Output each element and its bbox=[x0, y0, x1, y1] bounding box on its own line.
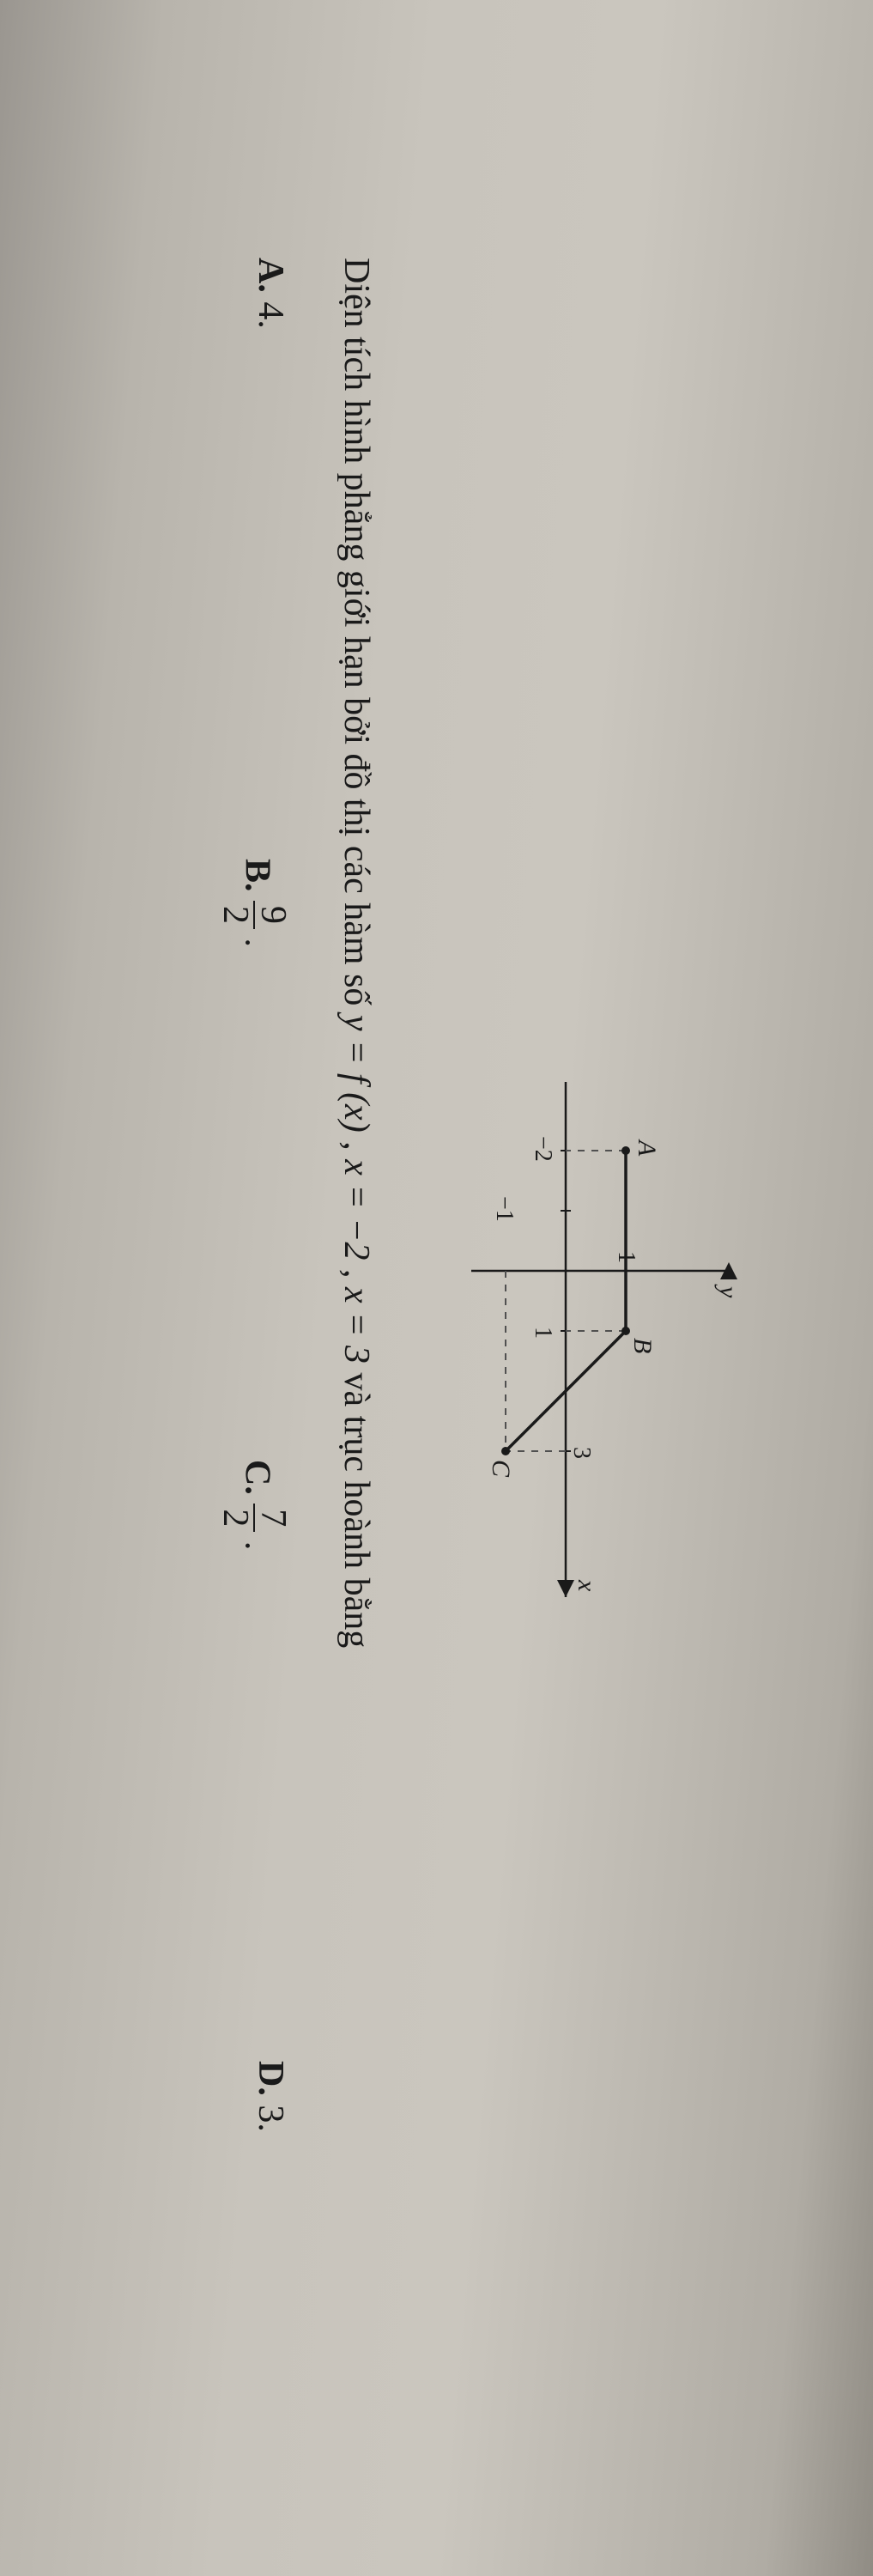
tick-label-1y: 1 bbox=[613, 1251, 640, 1263]
q-func: y = f (x) bbox=[336, 1015, 376, 1133]
label-A: A bbox=[633, 1139, 661, 1157]
tick-label-m1: −1 bbox=[491, 1196, 518, 1222]
tick-label-m2: −2 bbox=[530, 1136, 556, 1162]
label-B: B bbox=[628, 1338, 657, 1353]
answer-b-dot: . bbox=[237, 929, 276, 947]
x-axis-label: x bbox=[573, 1579, 601, 1592]
y-axis-label: y bbox=[714, 1284, 743, 1298]
answer-c: C. 7 2 . bbox=[217, 1460, 291, 1550]
answer-a-value: 4. bbox=[251, 301, 290, 329]
answer-b-fraction: 9 2 bbox=[217, 901, 291, 929]
answer-b-label: B. bbox=[237, 859, 276, 892]
answer-d-label: D. bbox=[251, 2061, 290, 2096]
point-C bbox=[501, 1447, 510, 1455]
q-prefix: Diện tích hình phẳng giới hạn bởi đồ thị… bbox=[336, 258, 376, 1015]
point-A bbox=[621, 1146, 630, 1155]
q-x2: x = 3 bbox=[336, 1287, 376, 1364]
answer-c-dot: . bbox=[237, 1532, 276, 1550]
answer-d: D. 3. bbox=[250, 2061, 291, 2132]
answer-a-label: A. bbox=[251, 258, 290, 293]
answer-c-num: 7 bbox=[253, 1504, 291, 1532]
graph-figure: y x A B C −2 −1 1 3 1 bbox=[428, 1030, 755, 1631]
question-text: Diện tích hình phẳng giới hạn bởi đồ thị… bbox=[336, 258, 377, 1648]
answer-c-den: 2 bbox=[217, 1504, 253, 1532]
q-mid2: , bbox=[336, 1269, 376, 1287]
tick-label-1x: 1 bbox=[530, 1327, 556, 1339]
coordinate-graph-svg: y x A B C −2 −1 1 3 1 bbox=[428, 1030, 755, 1631]
answer-d-value: 3. bbox=[251, 2105, 290, 2132]
answer-c-label: C. bbox=[237, 1460, 276, 1495]
answer-c-fraction: 7 2 bbox=[217, 1504, 291, 1532]
label-C: C bbox=[487, 1460, 515, 1478]
q-x1: x = −2 bbox=[336, 1159, 376, 1260]
answer-b-den: 2 bbox=[217, 901, 253, 929]
tick-label-3: 3 bbox=[568, 1447, 595, 1459]
answer-b: B. 9 2 . bbox=[217, 859, 291, 947]
answer-b-num: 9 bbox=[253, 901, 291, 929]
q-suffix: và trục hoành bằng bbox=[336, 1373, 376, 1649]
answer-a: A. 4. bbox=[250, 258, 291, 329]
q-mid1: , bbox=[336, 1141, 376, 1159]
